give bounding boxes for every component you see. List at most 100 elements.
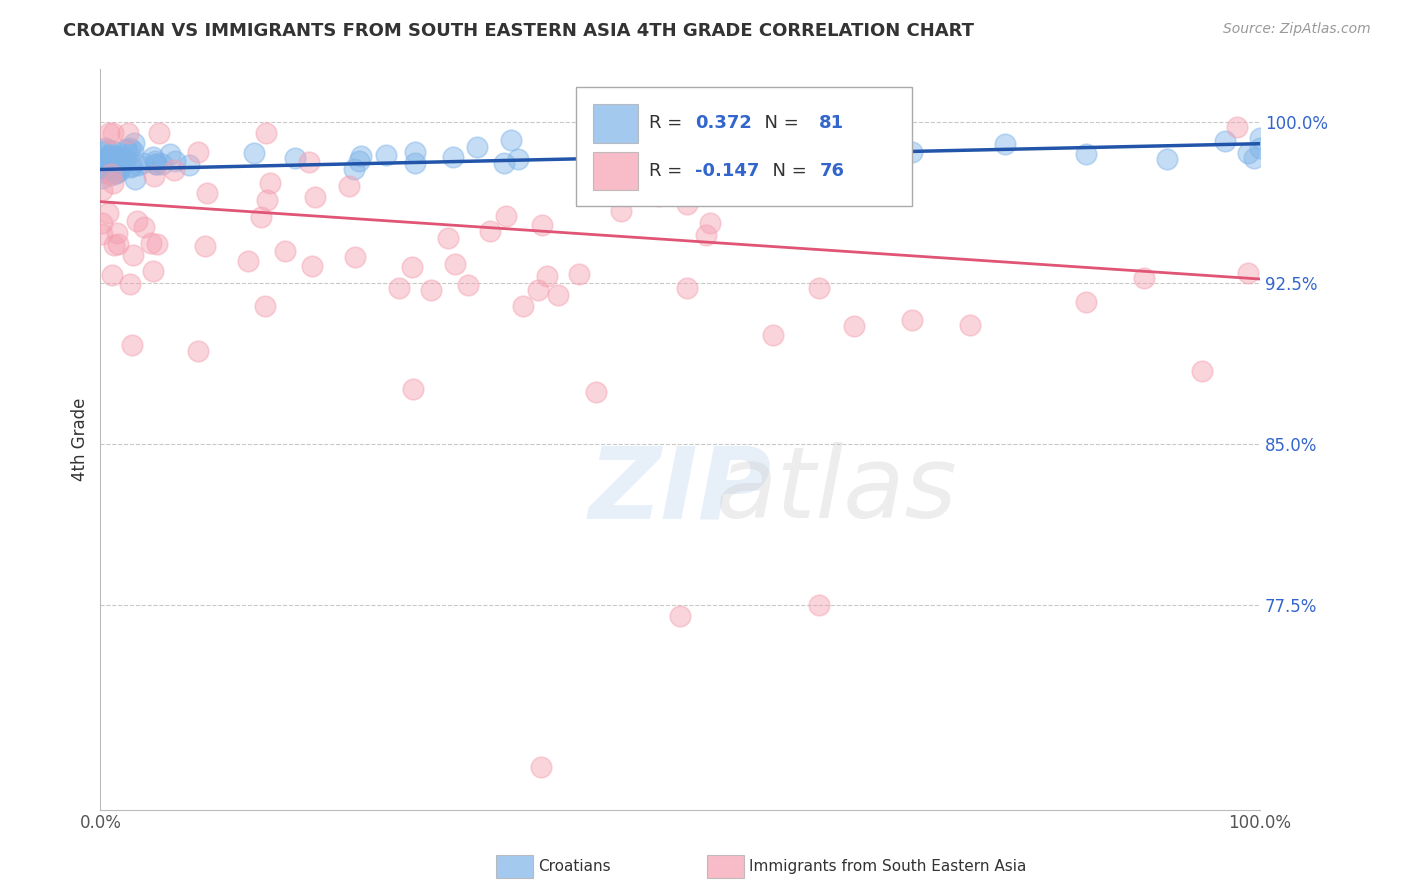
Point — [530, 218, 553, 232]
Point — [243, 146, 266, 161]
Point — [105, 150, 128, 164]
Point — [959, 318, 981, 332]
Point — [127, 158, 149, 172]
Point — [441, 150, 464, 164]
Point — [648, 188, 671, 202]
Point — [526, 283, 548, 297]
Point — [108, 159, 131, 173]
Point — [104, 150, 127, 164]
Point — [195, 186, 218, 201]
Point — [115, 143, 138, 157]
Point — [284, 151, 307, 165]
Point — [107, 236, 129, 251]
Point — [118, 161, 141, 175]
Point — [465, 140, 488, 154]
Point — [96, 153, 118, 167]
Point — [90, 171, 112, 186]
Point — [114, 152, 136, 166]
Point — [145, 237, 167, 252]
Point — [404, 155, 426, 169]
Point — [676, 197, 699, 211]
Point — [254, 126, 277, 140]
Point — [107, 163, 129, 178]
Text: Croatians: Croatians — [538, 859, 612, 873]
Point — [142, 150, 165, 164]
Point — [177, 158, 200, 172]
Point — [103, 163, 125, 178]
Point — [124, 171, 146, 186]
Point — [100, 153, 122, 167]
FancyBboxPatch shape — [575, 87, 912, 206]
Point — [444, 257, 467, 271]
Point — [508, 152, 530, 166]
Point — [105, 166, 128, 180]
Point — [194, 239, 217, 253]
Point — [479, 224, 502, 238]
Point — [610, 204, 633, 219]
Point — [638, 143, 661, 157]
Point — [142, 264, 165, 278]
Point — [344, 251, 367, 265]
Point — [808, 281, 831, 295]
Point — [101, 268, 124, 282]
Point — [1249, 141, 1271, 155]
Point — [274, 244, 297, 259]
Point — [94, 141, 117, 155]
Point — [402, 382, 425, 396]
Point — [121, 160, 143, 174]
Point — [90, 227, 112, 241]
Point — [97, 143, 120, 157]
Point — [1243, 152, 1265, 166]
Text: Source: ZipAtlas.com: Source: ZipAtlas.com — [1223, 22, 1371, 37]
FancyBboxPatch shape — [593, 152, 638, 190]
Point — [343, 161, 366, 176]
Point — [350, 148, 373, 162]
Point — [187, 145, 209, 159]
Point — [111, 150, 134, 164]
Point — [259, 176, 281, 190]
Point — [107, 227, 129, 241]
Point — [131, 155, 153, 169]
Point — [94, 153, 117, 167]
Point — [94, 151, 117, 165]
Point — [499, 133, 522, 147]
Point — [143, 169, 166, 183]
Point — [375, 148, 398, 162]
FancyBboxPatch shape — [593, 104, 638, 143]
Point — [97, 126, 120, 140]
Text: atlas: atlas — [716, 442, 957, 540]
Point — [98, 148, 121, 162]
Point — [585, 138, 607, 153]
Point — [1213, 135, 1236, 149]
Point — [104, 156, 127, 170]
Point — [139, 235, 162, 250]
Point — [124, 136, 146, 150]
Point — [1237, 266, 1260, 280]
Point — [808, 599, 831, 613]
Point — [347, 153, 370, 168]
Point — [401, 260, 423, 275]
Point — [568, 267, 591, 281]
Point — [495, 209, 517, 223]
Point — [121, 338, 143, 352]
Point — [1191, 364, 1213, 378]
Point — [159, 147, 181, 161]
Text: CROATIAN VS IMMIGRANTS FROM SOUTH EASTERN ASIA 4TH GRADE CORRELATION CHART: CROATIAN VS IMMIGRANTS FROM SOUTH EASTER… — [63, 22, 974, 40]
Point — [145, 156, 167, 170]
Text: 76: 76 — [820, 161, 844, 180]
Point — [100, 161, 122, 176]
Point — [120, 277, 142, 291]
Point — [1249, 131, 1271, 145]
Point — [101, 144, 124, 158]
Point — [695, 227, 717, 242]
Point — [585, 384, 607, 399]
Point — [163, 154, 186, 169]
Point — [644, 149, 666, 163]
Text: ZIP: ZIP — [589, 442, 772, 540]
Point — [187, 343, 209, 358]
Point — [97, 160, 120, 174]
Point — [842, 319, 865, 334]
Point — [1133, 271, 1156, 285]
Point — [404, 145, 426, 160]
Point — [256, 193, 278, 207]
